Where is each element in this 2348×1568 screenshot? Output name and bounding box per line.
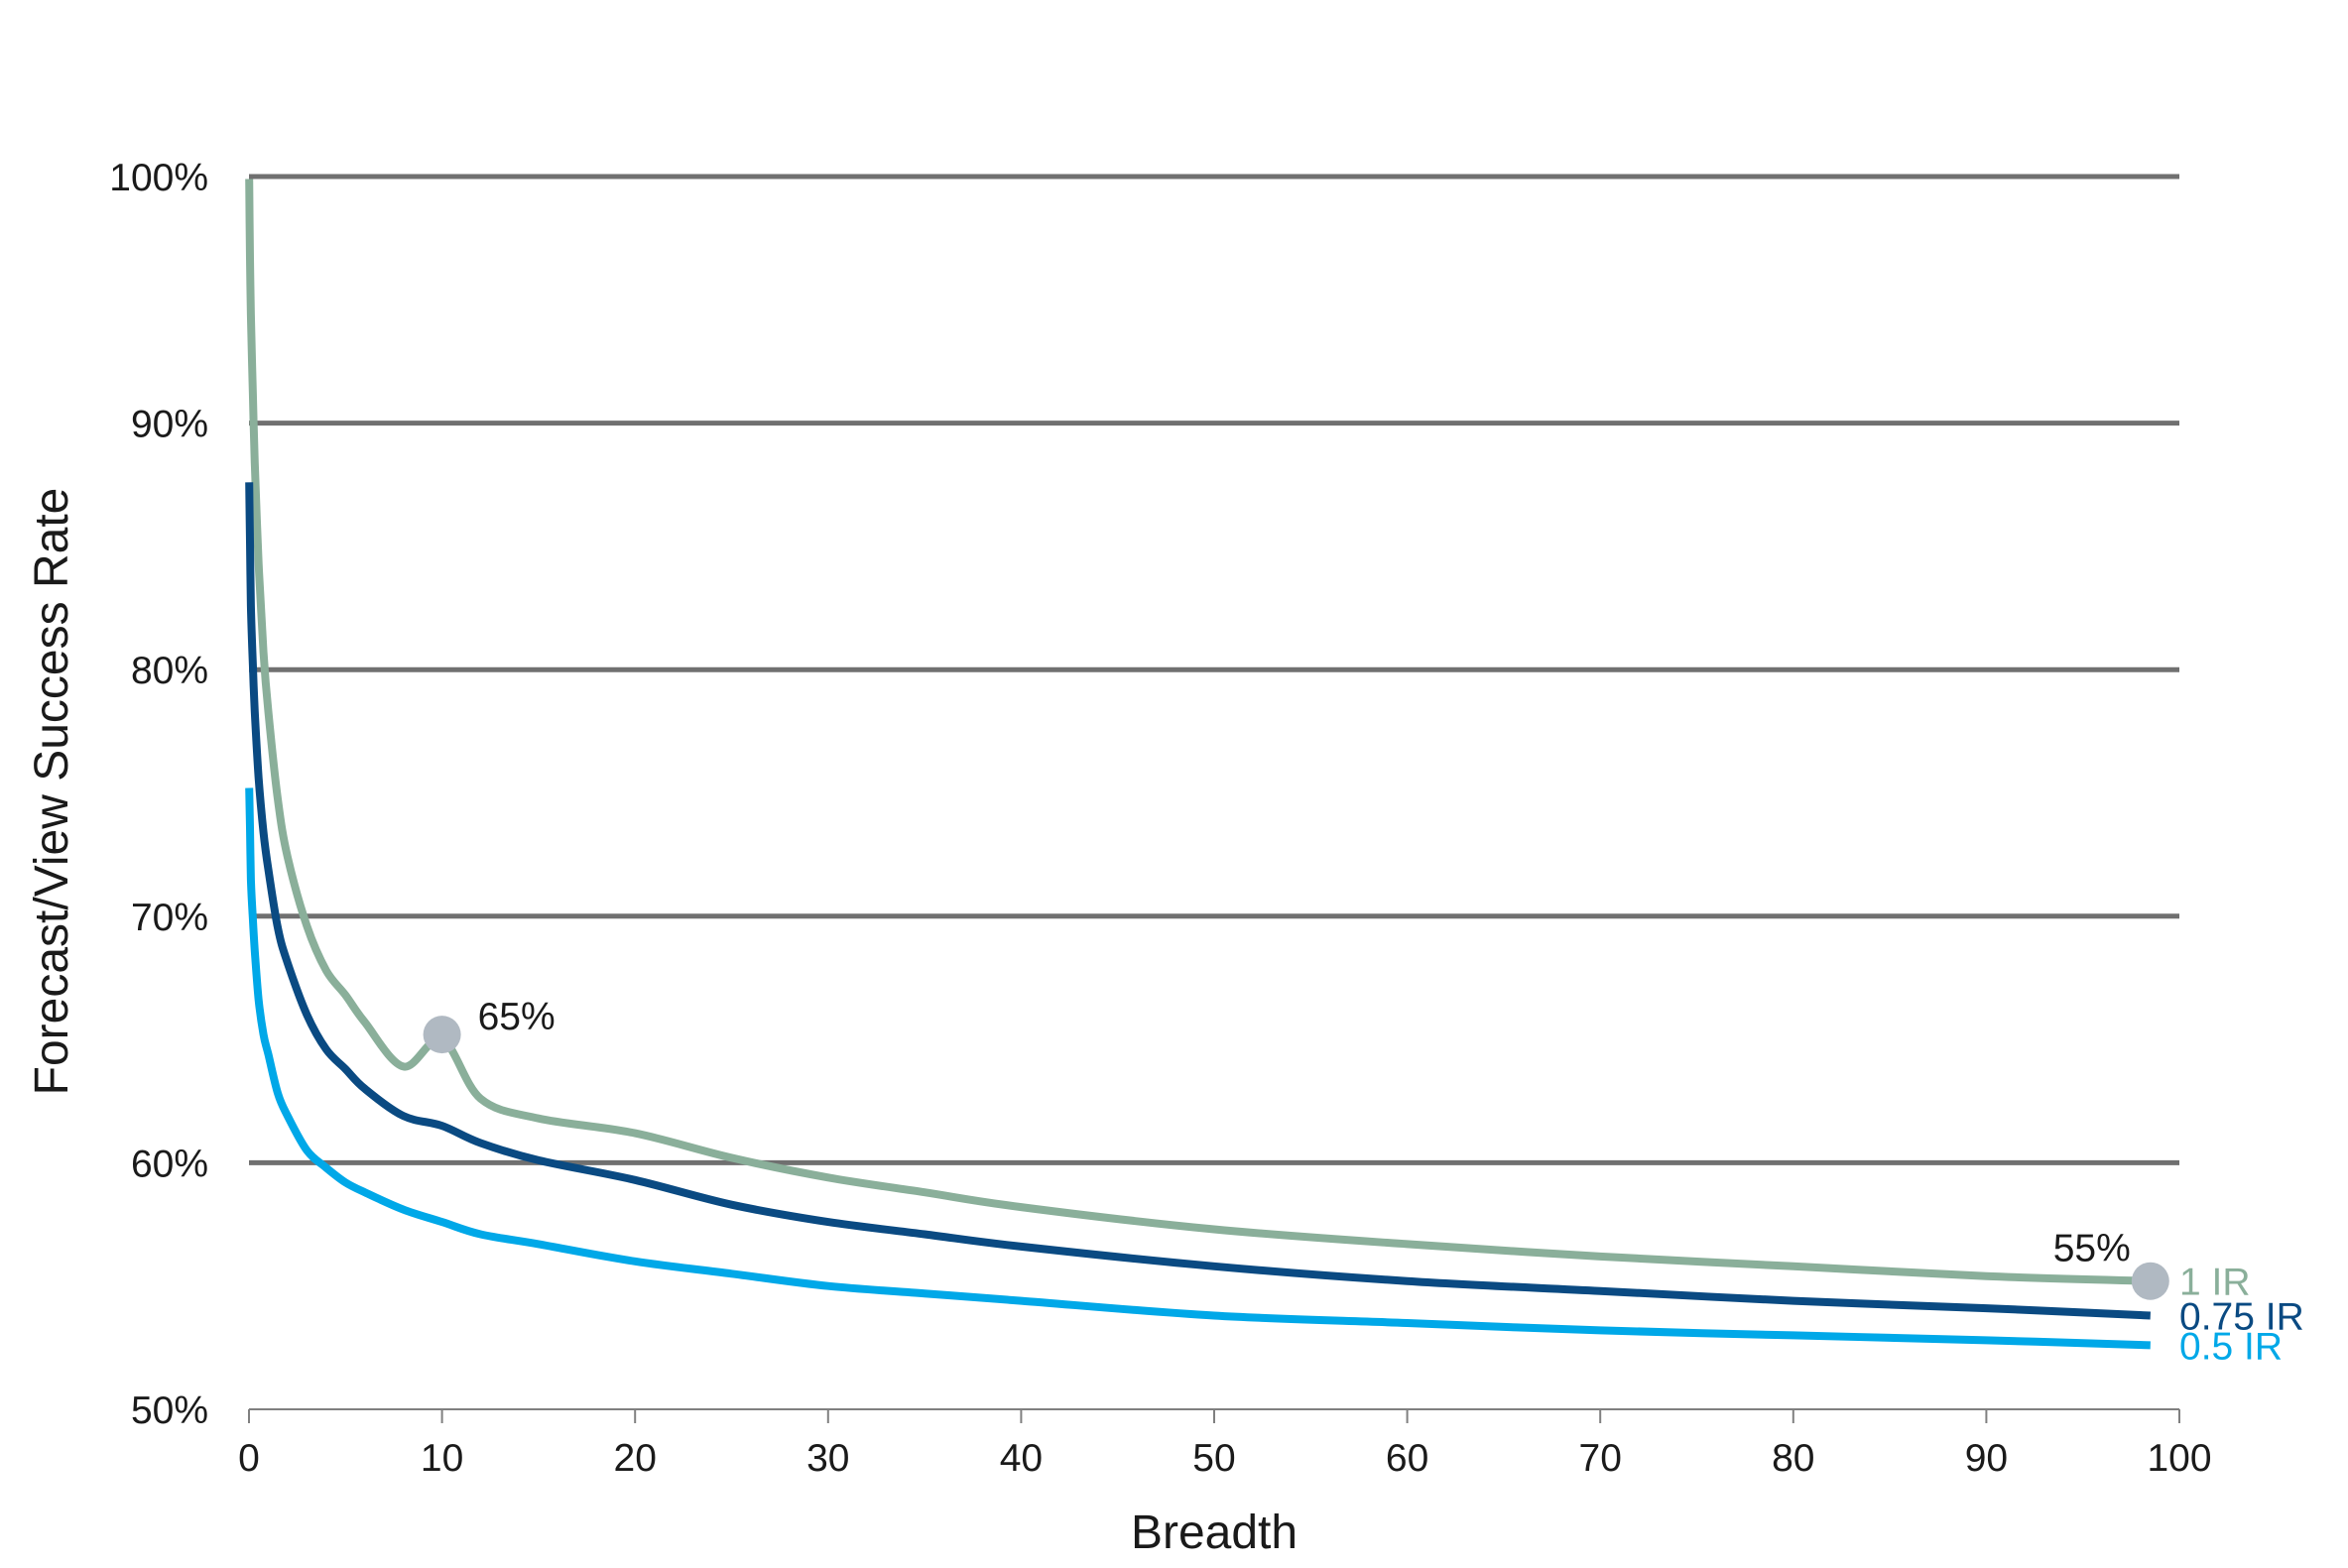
series-label: 0.5 IR — [2179, 1325, 2283, 1368]
x-axis-title: Breadth — [1131, 1507, 1298, 1559]
x-tick-label: 90 — [1965, 1437, 2008, 1480]
x-tick-label: 20 — [614, 1437, 657, 1480]
y-tick-label: 100% — [109, 157, 208, 199]
y-tick-label: 80% — [131, 650, 208, 692]
gridlines — [249, 174, 2179, 1165]
annotation-label: 65% — [478, 996, 556, 1038]
y-axis-title: Forecast/View Success Rate — [26, 488, 78, 1096]
series-label: 0.75 IR — [2179, 1296, 2304, 1339]
annotation-markers: 65% 55% — [423, 996, 2169, 1300]
x-tick-label: 0 — [238, 1437, 260, 1480]
x-tick-label: 80 — [1772, 1437, 1814, 1480]
y-tick-label: 70% — [131, 897, 208, 939]
x-tick-label: 70 — [1579, 1437, 1622, 1480]
annotation-label: 55% — [2053, 1228, 2131, 1270]
y-tick-label: 50% — [131, 1389, 208, 1432]
x-tick-label: 10 — [421, 1437, 463, 1480]
x-tick-label: 50 — [1192, 1437, 1235, 1480]
x-tick-label: 40 — [1000, 1437, 1043, 1480]
annotation-marker — [423, 1016, 461, 1054]
axes — [248, 1408, 2180, 1423]
tick-labels: 0 10 20 30 40 50 60 70 80 90 100 50% 60% 70% 80% 90% 100… — [109, 157, 2304, 1480]
series-line-0.5-IR — [245, 787, 2151, 1350]
series-label: 1 IR — [2179, 1262, 2251, 1304]
y-tick-label: 90% — [131, 404, 208, 446]
series-line-1-IR — [245, 179, 2151, 1285]
x-tick-label: 60 — [1386, 1437, 1428, 1480]
x-tick-label: 30 — [806, 1437, 849, 1480]
y-tick-label: 60% — [131, 1143, 208, 1185]
series-lines — [245, 179, 2151, 1350]
x-tick-label: 100 — [2147, 1437, 2211, 1480]
series-line-0.75-IR — [245, 482, 2151, 1320]
annotation-marker — [2131, 1262, 2169, 1300]
